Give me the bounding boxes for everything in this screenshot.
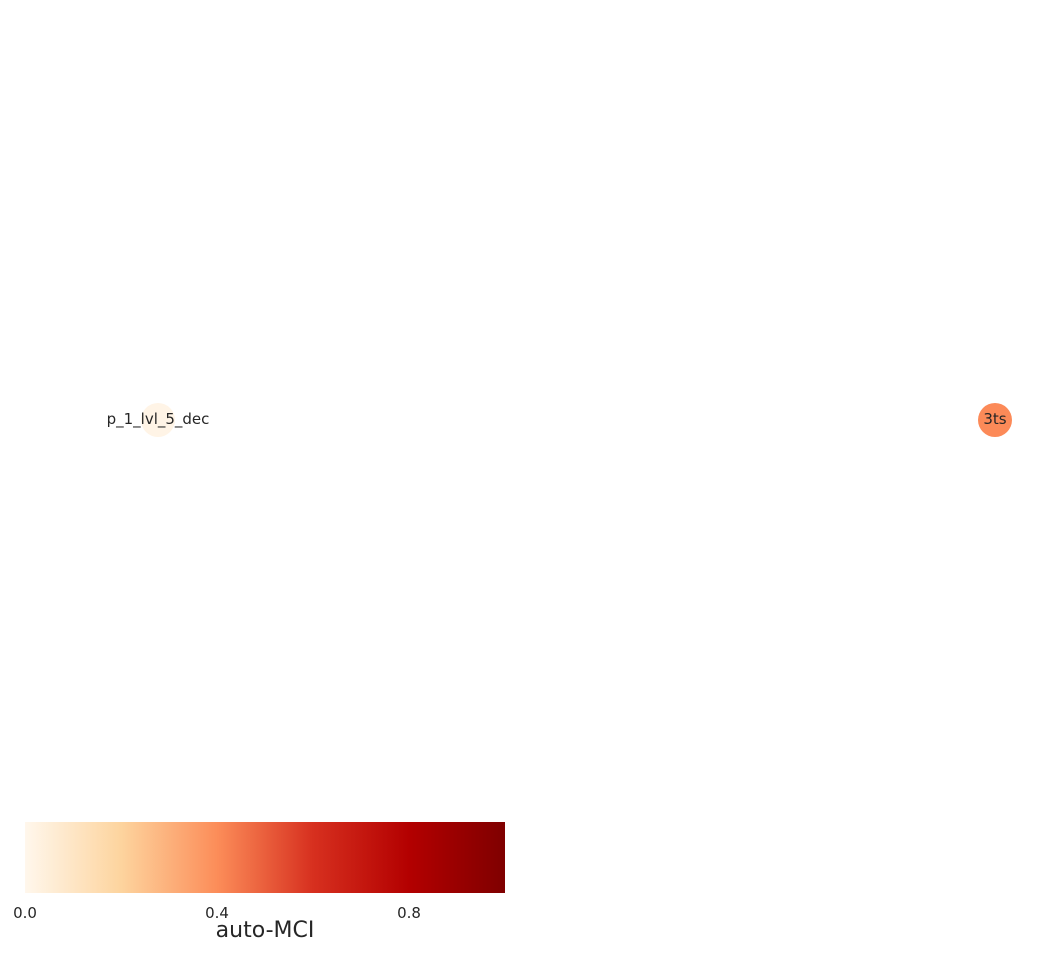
node-3ts[interactable] xyxy=(978,403,1012,437)
colorbar xyxy=(25,822,505,893)
colorbar-label: auto-MCI xyxy=(215,918,315,943)
node-p-1-lvl-5-dec[interactable] xyxy=(141,403,175,437)
node-label-p-1-lvl-5-dec: p_1_lvl_5_dec xyxy=(106,410,210,428)
node-label-3ts: 3ts xyxy=(983,410,1007,428)
colorbar-tick-label: 0.4 xyxy=(205,904,229,922)
colorbar-tick-label: 0.8 xyxy=(397,904,421,922)
colorbar-tick-label: 0.0 xyxy=(13,904,37,922)
